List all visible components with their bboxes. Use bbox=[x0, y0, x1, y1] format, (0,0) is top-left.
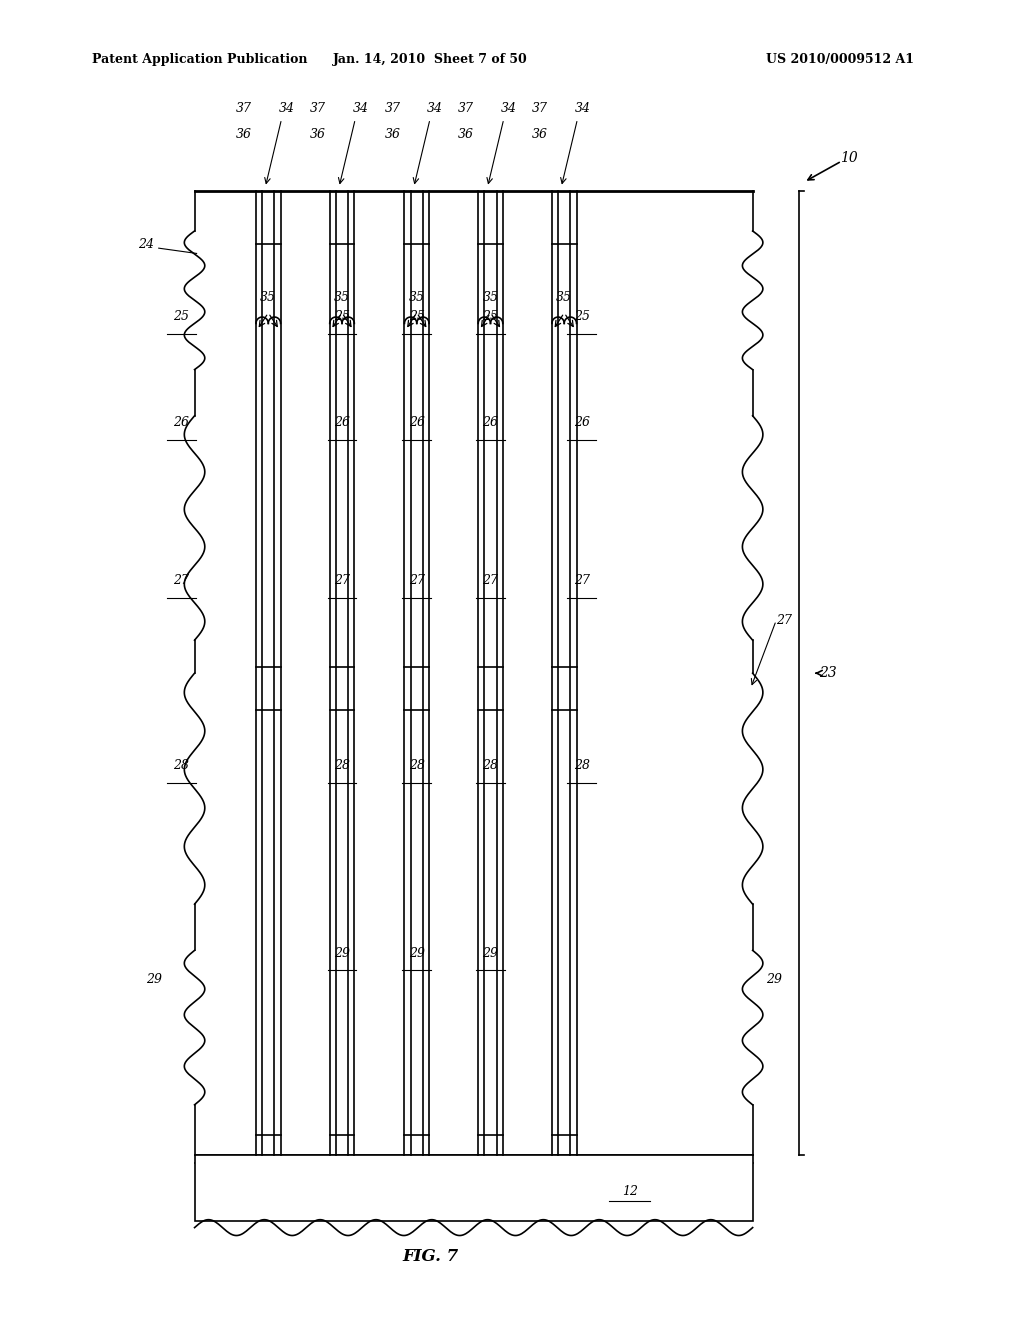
Text: 36: 36 bbox=[236, 128, 252, 141]
Bar bbox=[336, 191, 348, 1155]
Text: 10: 10 bbox=[840, 152, 857, 165]
Text: 36: 36 bbox=[531, 128, 548, 141]
Text: 25: 25 bbox=[409, 310, 425, 323]
Text: FIG. 7: FIG. 7 bbox=[402, 1249, 458, 1265]
Text: 34: 34 bbox=[501, 102, 517, 115]
Text: 35: 35 bbox=[260, 290, 276, 304]
Text: 23: 23 bbox=[819, 667, 837, 680]
Text: 35: 35 bbox=[334, 290, 350, 304]
Bar bbox=[195, 1155, 753, 1221]
Text: 27: 27 bbox=[776, 614, 793, 627]
Text: 29: 29 bbox=[766, 973, 782, 986]
Text: 25: 25 bbox=[573, 310, 590, 323]
Text: 29: 29 bbox=[145, 973, 162, 986]
Bar bbox=[558, 191, 570, 1155]
Text: 28: 28 bbox=[482, 759, 499, 772]
Text: 24: 24 bbox=[137, 238, 154, 251]
Text: 29: 29 bbox=[409, 946, 425, 960]
Text: 26: 26 bbox=[173, 416, 189, 429]
Text: 35: 35 bbox=[482, 290, 499, 304]
Text: 37: 37 bbox=[384, 102, 400, 115]
Text: 28: 28 bbox=[173, 759, 189, 772]
Bar bbox=[262, 191, 274, 1155]
Text: Jan. 14, 2010  Sheet 7 of 50: Jan. 14, 2010 Sheet 7 of 50 bbox=[333, 53, 527, 66]
Text: 37: 37 bbox=[458, 102, 474, 115]
Text: 26: 26 bbox=[573, 416, 590, 429]
Text: 27: 27 bbox=[409, 574, 425, 587]
Text: 26: 26 bbox=[409, 416, 425, 429]
Text: 34: 34 bbox=[574, 102, 591, 115]
Text: 36: 36 bbox=[384, 128, 400, 141]
Text: 25: 25 bbox=[334, 310, 350, 323]
Text: 36: 36 bbox=[309, 128, 326, 141]
Text: 37: 37 bbox=[236, 102, 252, 115]
Text: 27: 27 bbox=[482, 574, 499, 587]
Bar bbox=[411, 191, 423, 1155]
Text: 25: 25 bbox=[173, 310, 189, 323]
Text: 25: 25 bbox=[482, 310, 499, 323]
Text: Patent Application Publication: Patent Application Publication bbox=[92, 53, 307, 66]
Text: 34: 34 bbox=[279, 102, 295, 115]
Text: 12: 12 bbox=[622, 1185, 638, 1199]
Bar bbox=[484, 191, 497, 1155]
Text: 28: 28 bbox=[409, 759, 425, 772]
Text: 35: 35 bbox=[556, 290, 572, 304]
Text: US 2010/0009512 A1: US 2010/0009512 A1 bbox=[766, 53, 913, 66]
Text: 34: 34 bbox=[427, 102, 443, 115]
Text: 28: 28 bbox=[334, 759, 350, 772]
Text: 27: 27 bbox=[334, 574, 350, 587]
Text: 37: 37 bbox=[309, 102, 326, 115]
Text: 27: 27 bbox=[173, 574, 189, 587]
Text: 27: 27 bbox=[573, 574, 590, 587]
Text: 37: 37 bbox=[531, 102, 548, 115]
Text: 26: 26 bbox=[482, 416, 499, 429]
Text: 35: 35 bbox=[409, 290, 425, 304]
Text: 29: 29 bbox=[334, 946, 350, 960]
Text: 29: 29 bbox=[482, 946, 499, 960]
Text: 36: 36 bbox=[458, 128, 474, 141]
Text: 26: 26 bbox=[334, 416, 350, 429]
Text: 28: 28 bbox=[573, 759, 590, 772]
Text: 34: 34 bbox=[352, 102, 369, 115]
